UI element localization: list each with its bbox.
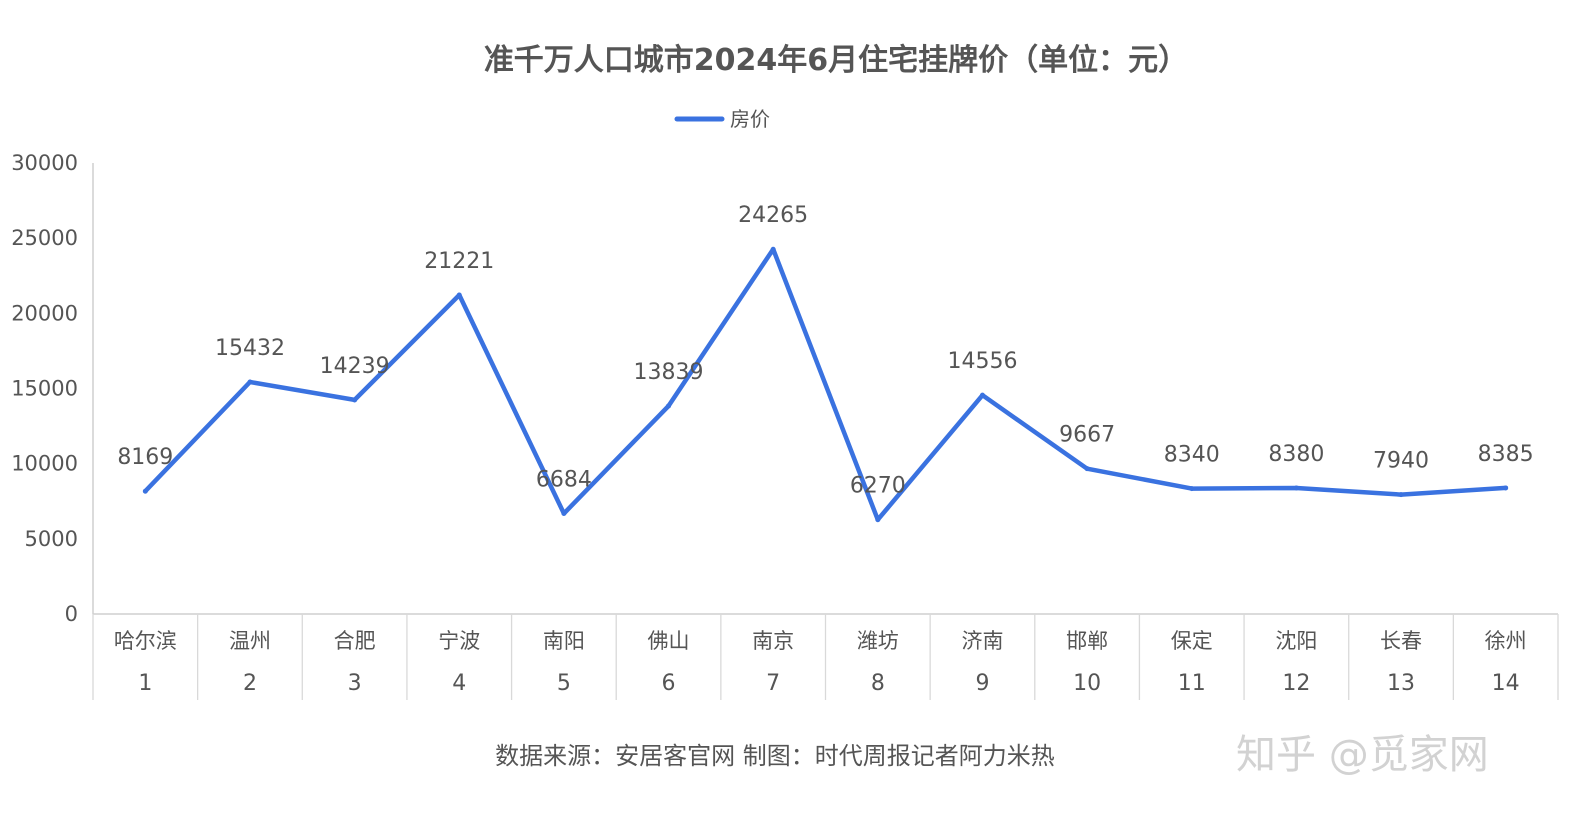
y-tick-label: 5000 [25, 527, 78, 551]
data-label: 14556 [947, 349, 1017, 374]
data-label: 13839 [634, 360, 704, 385]
data-label: 8380 [1268, 442, 1324, 467]
data-label: 15432 [215, 336, 285, 361]
data-point [352, 397, 358, 403]
data-label: 8385 [1478, 442, 1534, 467]
data-point [1084, 466, 1090, 472]
data-labels: 8169 15432 14239 21221 6684 13839 24265 6270 145… [117, 203, 1533, 499]
data-point [979, 392, 985, 398]
data-label: 6684 [536, 468, 592, 493]
data-point [1293, 485, 1299, 491]
data-point [1398, 492, 1404, 498]
y-tick-label: 10000 [11, 452, 78, 476]
data-label: 24265 [738, 203, 808, 228]
x-category-label: 长春 [1380, 629, 1422, 653]
x-index-label: 6 [662, 671, 676, 696]
x-category-label: 徐州 [1485, 629, 1527, 653]
data-label: 6270 [850, 474, 906, 499]
x-index-label: 13 [1387, 671, 1415, 696]
x-index-label: 3 [348, 671, 362, 696]
x-index-label: 8 [871, 671, 885, 696]
y-tick-label: 0 [65, 602, 78, 626]
y-axis-ticks: 0 5000 10000 15000 20000 25000 30000 [11, 151, 78, 626]
data-label: 7940 [1373, 449, 1429, 474]
x-category-label: 宁波 [438, 629, 480, 653]
data-point [1503, 485, 1509, 491]
data-label: 9667 [1059, 423, 1115, 448]
data-point [666, 403, 672, 409]
y-tick-label: 15000 [11, 377, 78, 401]
x-index-label: 10 [1073, 671, 1101, 696]
y-tick-label: 30000 [11, 151, 78, 175]
legend-label: 房价 [730, 107, 770, 131]
data-point [770, 246, 776, 252]
x-index-label: 14 [1492, 671, 1520, 696]
data-point [561, 511, 567, 517]
x-category-label: 佛山 [648, 629, 690, 653]
x-index-label: 7 [766, 671, 780, 696]
data-point [875, 517, 881, 523]
x-category-label: 南京 [752, 629, 794, 653]
legend: 房价 [674, 107, 770, 131]
data-label: 8340 [1164, 443, 1220, 468]
data-points [142, 246, 1509, 523]
data-point [247, 379, 253, 385]
x-index-label: 5 [557, 671, 571, 696]
x-category-label: 温州 [229, 629, 271, 653]
watermark: 知乎 @觅家网 [1236, 732, 1489, 778]
x-index-label: 11 [1178, 671, 1206, 696]
x-index-label: 4 [452, 671, 466, 696]
data-label: 8169 [117, 445, 173, 470]
x-category-label: 哈尔滨 [114, 629, 177, 653]
x-index-label: 9 [975, 671, 989, 696]
series-line-房价 [143, 246, 1508, 522]
data-point [142, 488, 148, 494]
x-category-label: 济南 [961, 629, 1003, 653]
x-category-label: 南阳 [543, 629, 585, 653]
x-index-label: 12 [1282, 671, 1310, 696]
source-note: 数据来源：安居客官网 制图：时代周报记者阿力米热 [495, 742, 1055, 770]
x-index-label: 1 [138, 671, 152, 696]
x-category-label: 潍坊 [857, 629, 899, 653]
data-point [1189, 486, 1195, 492]
x-category-label: 邯郸 [1066, 629, 1108, 653]
data-label: 14239 [320, 354, 390, 379]
data-point [456, 292, 462, 298]
x-index-label: 2 [243, 671, 257, 696]
chart-title: 准千万人口城市2024年6月住宅挂牌价（单位：元） [484, 43, 1188, 78]
y-tick-label: 25000 [11, 226, 78, 250]
x-category-label: 合肥 [334, 629, 376, 653]
data-label: 21221 [424, 249, 494, 274]
x-category-label: 沈阳 [1275, 629, 1317, 653]
x-category-label: 保定 [1171, 629, 1213, 653]
drop-lines [144, 249, 1507, 614]
y-tick-label: 20000 [11, 301, 78, 325]
x-axis-categories: 哈尔滨 1 温州 2 合肥 3 宁波 4 南阳 5 佛山 6 南京 7 潍坊 8 济南 9 邯郸 10 保定 11 沈阳 12… [92, 614, 1559, 700]
